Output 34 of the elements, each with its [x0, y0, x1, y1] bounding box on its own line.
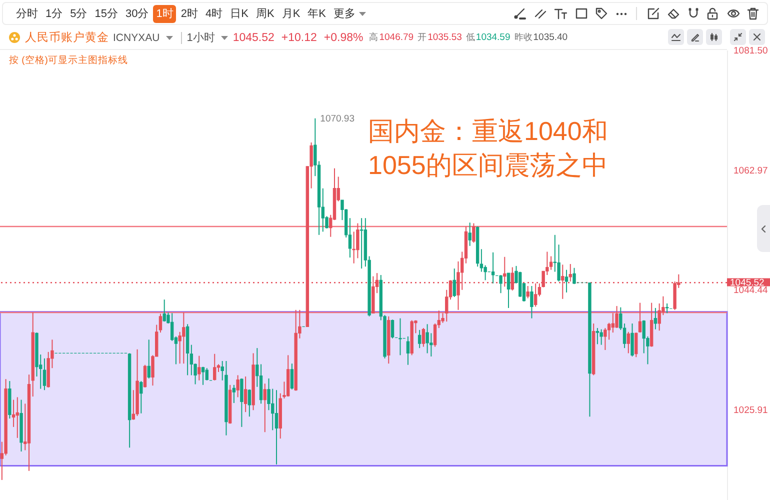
text: 年K [306, 6, 327, 22]
text: 1045.52 [232, 32, 274, 44]
chart-subtitle: 人民币账户黄金 [25, 30, 109, 45]
text: 分时 [15, 6, 39, 22]
text: +10.12 [281, 32, 317, 44]
text: 1035.40 [533, 32, 568, 43]
text: 高 [369, 31, 378, 44]
text: 30分 [124, 6, 150, 22]
text: 15分 [94, 6, 119, 22]
text: 1035.53 [428, 32, 462, 43]
text: 更多 [332, 6, 356, 22]
text: 1小时 [186, 31, 215, 45]
text: 1分 [44, 6, 64, 22]
text: 开 [418, 31, 427, 44]
y-tick-label: 1025.91 [734, 404, 768, 416]
text: 月K [280, 6, 302, 22]
text: 低 [466, 31, 475, 44]
text: 1046.79 [379, 32, 414, 43]
text: 2时 [180, 6, 199, 22]
text: +0.98% [324, 32, 364, 44]
text: 5分 [69, 6, 88, 22]
y-tick-label: 1062.97 [734, 165, 768, 176]
text: 1时 [153, 4, 176, 22]
text: 4时 [204, 6, 224, 22]
annotation: 按 (空格)可显示主图指标线 [9, 54, 128, 67]
text: 日K [229, 6, 250, 22]
text: ICNYXAU [113, 32, 160, 44]
text: 1034.59 [476, 32, 510, 43]
text: 昨收 [514, 31, 532, 44]
y-tick-label: 1081.50 [734, 46, 768, 56]
annotation: 1070.93 [320, 113, 355, 124]
text: 国内金：重返1040和1055的区间震荡之中 [368, 115, 609, 182]
y-tick-label: 1044.44 [734, 285, 768, 296]
text: 周K [254, 6, 276, 22]
